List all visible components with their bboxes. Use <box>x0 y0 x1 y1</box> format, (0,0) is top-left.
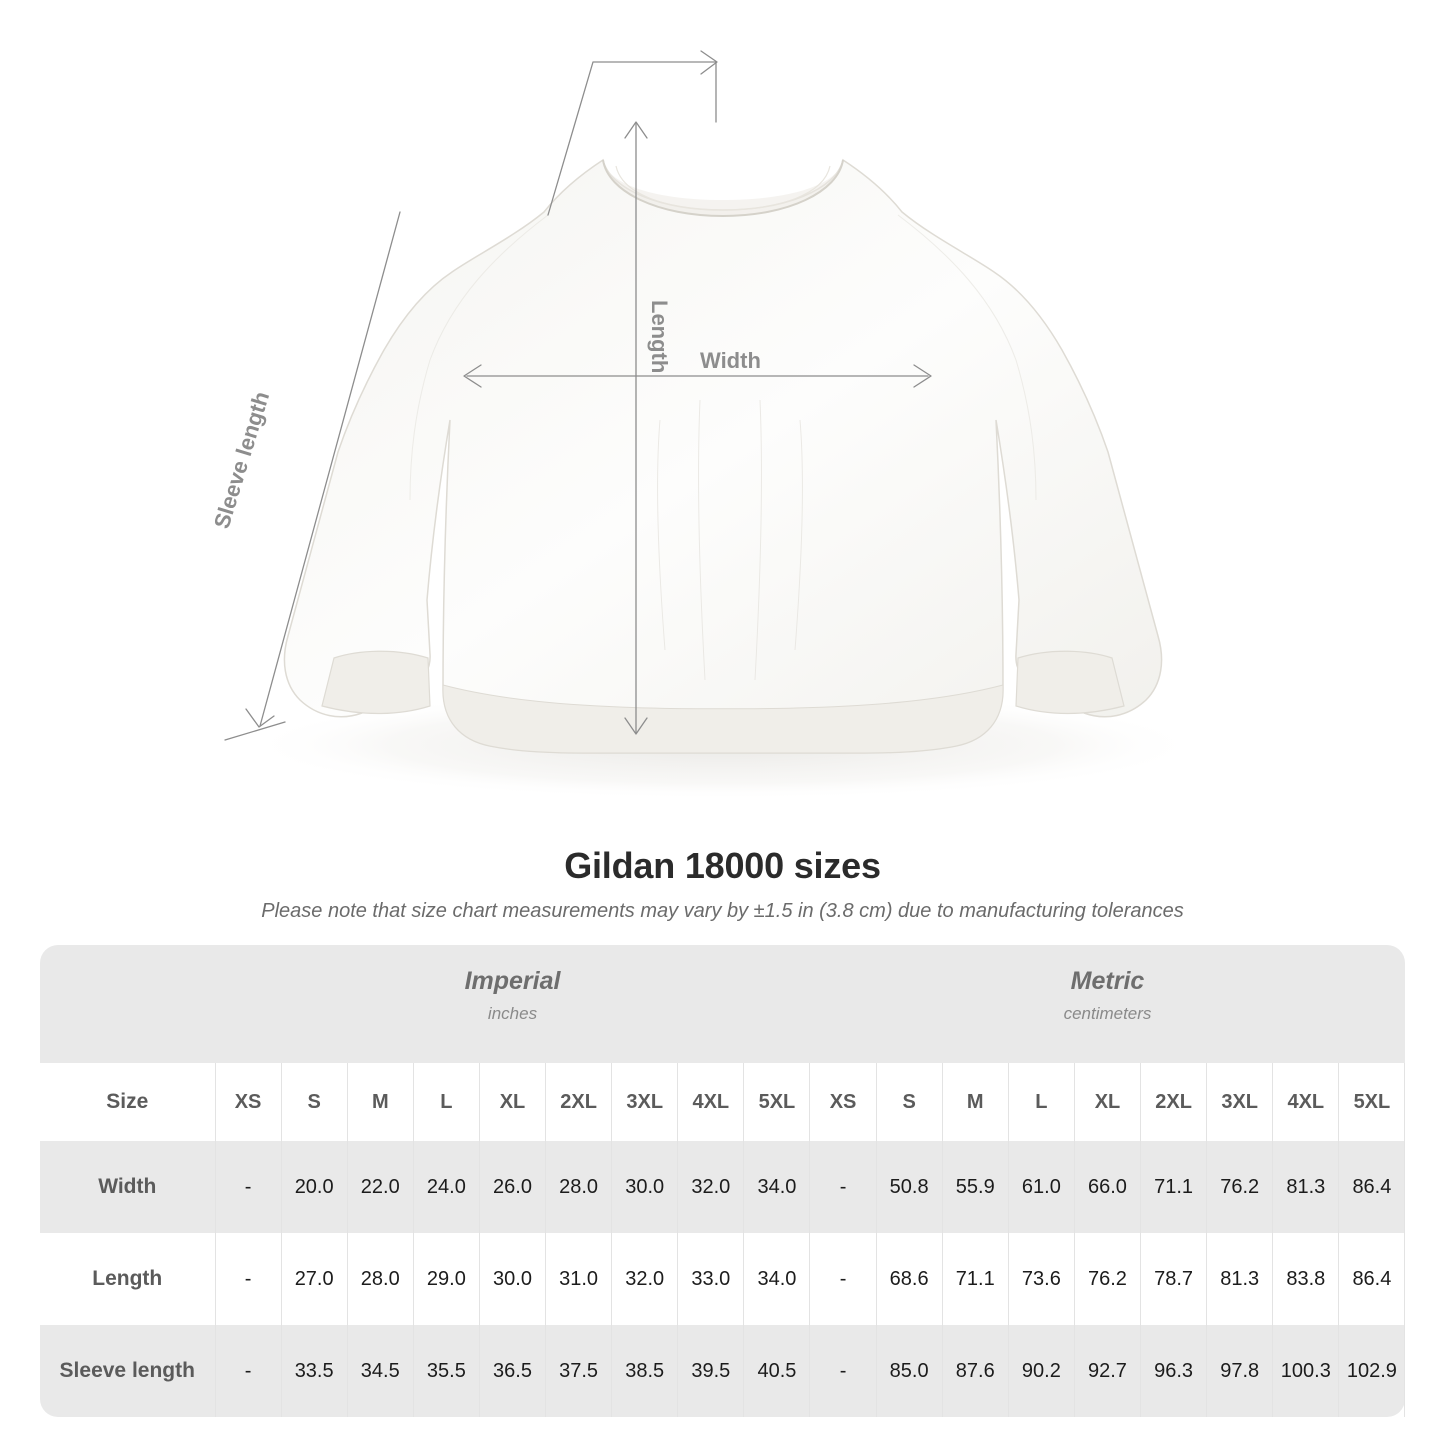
svg-text:Length: Length <box>647 300 672 373</box>
svg-text:Sleeve length: Sleeve length <box>209 389 274 532</box>
svg-text:Width: Width <box>700 348 761 373</box>
